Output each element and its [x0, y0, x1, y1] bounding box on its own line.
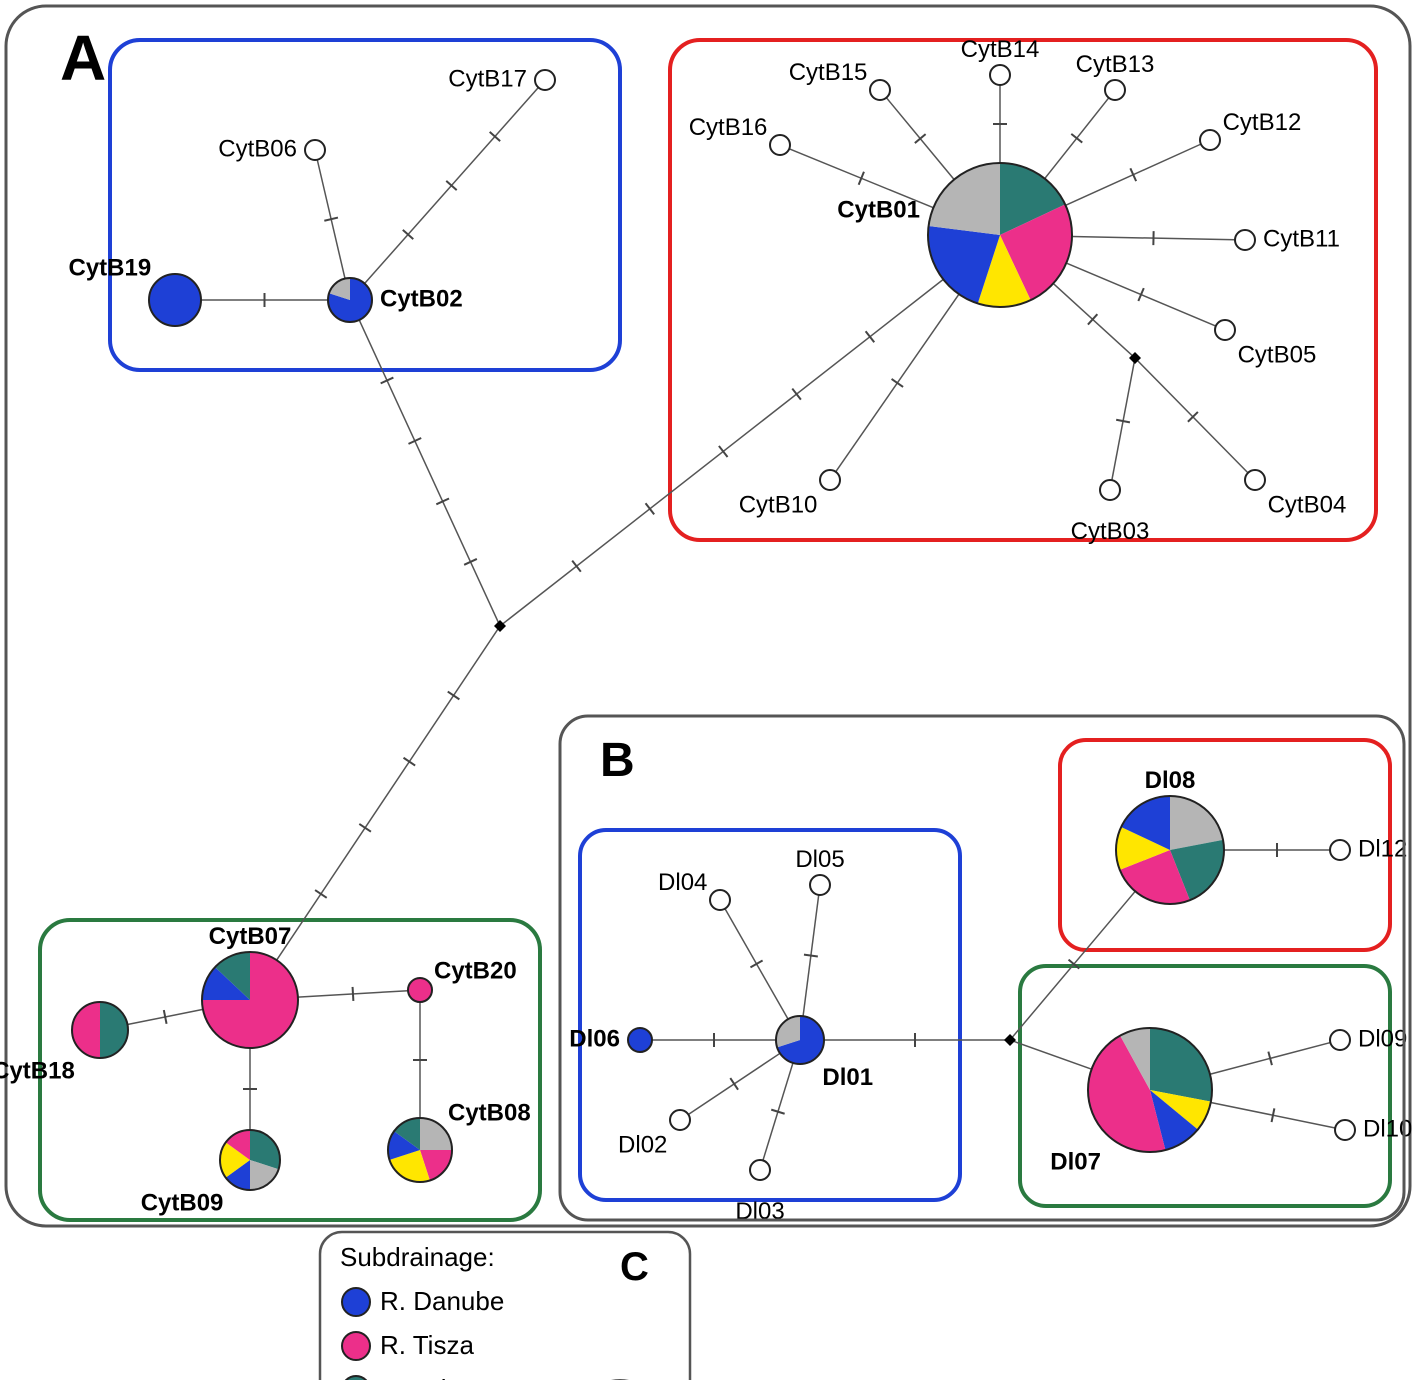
haplotype-node — [72, 1002, 128, 1058]
haplotype-node — [328, 278, 372, 322]
haplotype-node — [870, 80, 890, 100]
mutation-tick — [1272, 1108, 1275, 1122]
node-label: Dl04 — [658, 869, 707, 896]
panel-box — [6, 6, 1410, 1226]
mutation-tick — [646, 503, 655, 514]
mutation-tick — [1071, 134, 1082, 143]
network-figure: CytB19 CytB02 CytB06 CytB17 CytB01 CytB16 CytB… — [0, 0, 1416, 1380]
haplotype-node — [628, 1028, 652, 1052]
haplotype-node — [810, 875, 830, 895]
node-label: Dl07 — [1050, 1148, 1101, 1175]
haplotype-node — [710, 890, 730, 910]
node-label: CytB14 — [961, 36, 1040, 63]
haplotype-node — [408, 978, 432, 1002]
legend-swatch — [342, 1332, 370, 1360]
legend-title: Subdrainage: — [340, 1242, 495, 1272]
haplotype-node — [1235, 230, 1255, 250]
legend-swatch — [342, 1288, 370, 1316]
mutation-tick — [572, 561, 581, 572]
haplotype-node — [535, 70, 555, 90]
node-label: CytB17 — [448, 65, 527, 92]
haplotype-node — [202, 952, 298, 1048]
node-label: CytB09 — [141, 1190, 224, 1217]
node-label: CytB20 — [434, 957, 517, 984]
edge — [359, 320, 498, 622]
haplotype-node — [149, 274, 201, 326]
node-label: Dl06 — [569, 1025, 620, 1052]
mutation-tick — [464, 559, 477, 565]
node-label: CytB11 — [1263, 225, 1340, 252]
haplotype-node — [670, 1110, 690, 1130]
mutation-tick — [719, 446, 728, 457]
haplotype-node — [990, 65, 1010, 85]
legend-swatch — [342, 1376, 370, 1380]
haplotype-node — [1088, 1028, 1212, 1152]
edge — [1014, 1041, 1092, 1069]
mutation-tick — [404, 758, 416, 766]
mutation-tick — [315, 890, 327, 898]
node-label: CytB19 — [68, 255, 151, 282]
haplotype-node — [1200, 130, 1220, 150]
node-label: Dl09 — [1358, 1025, 1407, 1052]
node-label: CytB07 — [209, 923, 292, 950]
mutation-tick — [866, 331, 875, 342]
haplotype-node — [1330, 840, 1350, 860]
node-label: CytB10 — [739, 492, 818, 519]
panel-letter: A — [60, 22, 106, 94]
haplotype-node — [220, 1130, 280, 1190]
legend-label: R. Danube — [380, 1286, 504, 1316]
mutation-tick — [408, 438, 421, 444]
mutation-tick — [892, 379, 904, 387]
node-label: Dl08 — [1145, 767, 1196, 794]
legend-label: L. Balaton — [380, 1374, 497, 1380]
mutation-tick — [164, 1010, 167, 1024]
node-label: CytB12 — [1223, 109, 1302, 136]
node-label: CytB15 — [789, 59, 868, 86]
mutation-tick — [436, 498, 449, 504]
haplotype-node — [1245, 470, 1265, 490]
panel-letter: C — [620, 1245, 649, 1289]
haplotype-node — [305, 140, 325, 160]
edge — [277, 629, 498, 960]
node-label: CytB04 — [1268, 492, 1347, 519]
mutation-tick — [730, 1078, 738, 1090]
mutation-tick — [804, 955, 818, 957]
mutation-tick — [359, 824, 371, 832]
haplotype-node — [1105, 80, 1125, 100]
node-label: Dl12 — [1358, 835, 1407, 862]
node-label: CytB13 — [1076, 51, 1155, 78]
haplotype-node — [750, 1160, 770, 1180]
mutation-tick — [750, 960, 762, 967]
haplotype-node — [820, 470, 840, 490]
mutation-tick — [353, 987, 354, 1001]
haplotype-node — [1335, 1120, 1355, 1140]
node-label: CytB05 — [1238, 342, 1317, 369]
mutation-tick — [1130, 168, 1136, 181]
panel-letter: B — [600, 734, 635, 787]
haplotype-node — [770, 135, 790, 155]
node-label: Dl02 — [618, 1132, 667, 1159]
legend-label: R. Tisza — [380, 1330, 474, 1360]
haplotype-node — [1215, 320, 1235, 340]
haplotype-node — [928, 163, 1072, 307]
haplotype-node — [1100, 480, 1120, 500]
mutation-tick — [915, 134, 926, 143]
node-label: CytB18 — [0, 1058, 75, 1085]
node-label: CytB06 — [218, 135, 297, 162]
node-label: CytB03 — [1071, 518, 1150, 545]
mutation-tick — [381, 378, 394, 384]
mutation-tick — [792, 389, 801, 400]
node-label: CytB02 — [380, 285, 463, 312]
node-label: CytB08 — [448, 1099, 531, 1126]
node-label: Dl05 — [795, 846, 844, 873]
haplotype-node — [1330, 1030, 1350, 1050]
node-label: Dl01 — [822, 1064, 873, 1091]
mutation-tick — [1116, 420, 1130, 423]
haplotype-node — [1116, 796, 1224, 904]
haplotype-node — [388, 1118, 452, 1182]
node-label: CytB01 — [837, 196, 920, 223]
haplotype-node — [776, 1016, 824, 1064]
node-label: CytB16 — [689, 114, 768, 141]
mutation-tick — [448, 692, 460, 700]
